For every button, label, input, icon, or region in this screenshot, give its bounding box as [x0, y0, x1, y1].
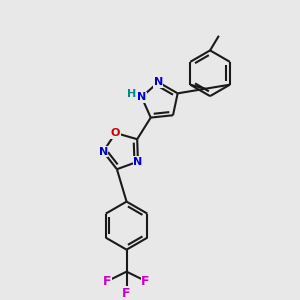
- Text: F: F: [122, 287, 131, 300]
- Text: O: O: [111, 128, 120, 138]
- Text: F: F: [103, 274, 112, 287]
- Text: F: F: [141, 274, 150, 287]
- Text: N: N: [154, 77, 163, 87]
- Text: N: N: [137, 92, 146, 102]
- Text: H: H: [127, 89, 136, 99]
- Text: N: N: [133, 157, 142, 166]
- Text: N: N: [98, 147, 108, 157]
